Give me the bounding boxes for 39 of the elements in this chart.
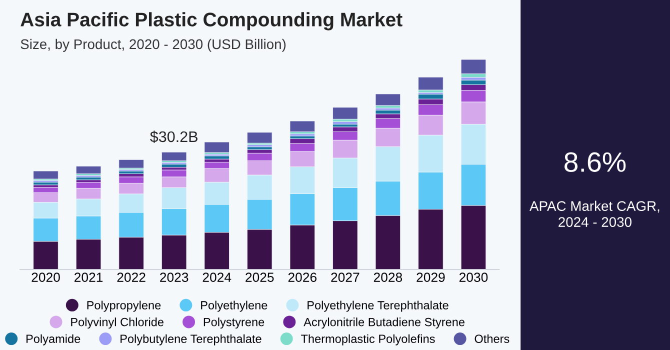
x-tick-label: 2023 bbox=[160, 272, 188, 282]
bar bbox=[332, 107, 358, 120]
text: APAC Market CAGR, 2024 - 2030 bbox=[530, 200, 660, 227]
x-tick-label: 2022 bbox=[117, 272, 146, 282]
bar bbox=[33, 170, 58, 180]
bar bbox=[247, 132, 272, 144]
bar bbox=[118, 159, 144, 168]
legend-label: Polyethylene Terephthalate bbox=[308, 300, 448, 312]
x-tick-label: 2030 bbox=[459, 272, 488, 282]
legend-label: Polyamide bbox=[26, 334, 80, 346]
bar bbox=[460, 60, 486, 74]
x-tick-label: 2024 bbox=[202, 272, 232, 282]
bar bbox=[76, 166, 102, 174]
legend-label: Thermoplastic Polyolefins bbox=[301, 334, 435, 346]
legend-label: Polyvinyl Chloride bbox=[71, 318, 164, 329]
chart-subtitle: Size, by Product, 2020 - 2030 (USD Billion) bbox=[20, 38, 286, 52]
x-tick-label: 2020 bbox=[32, 272, 60, 282]
x-tick-label: 2027 bbox=[331, 272, 360, 282]
x-tick-label: 2026 bbox=[288, 272, 316, 282]
legend-label: Polybutylene Terephthalate bbox=[120, 334, 262, 346]
x-tick-label: 2028 bbox=[374, 272, 402, 282]
text: 8.6% bbox=[564, 152, 626, 172]
annotation: $30.2B bbox=[150, 130, 198, 144]
x-tick-label: 2025 bbox=[246, 272, 274, 282]
legend-label: Others bbox=[474, 334, 510, 344]
legend-label: Acrylonitrile Butadiene Styrene bbox=[304, 318, 464, 329]
legend-label: Polyethylene bbox=[201, 300, 268, 312]
bar bbox=[161, 152, 187, 161]
legend-label: Polypropylene bbox=[87, 300, 161, 312]
x-tick-label: 2029 bbox=[416, 272, 445, 282]
bar bbox=[204, 156, 230, 160]
bar bbox=[204, 142, 230, 153]
bar bbox=[375, 94, 401, 106]
x-tick-label: 2021 bbox=[74, 272, 103, 282]
bar bbox=[418, 76, 444, 90]
legend-label: Polystyrene bbox=[204, 318, 264, 329]
chart-title: Asia Pacific Plastic Compounding Market bbox=[20, 12, 402, 30]
bar bbox=[247, 146, 272, 150]
bar bbox=[290, 120, 316, 132]
